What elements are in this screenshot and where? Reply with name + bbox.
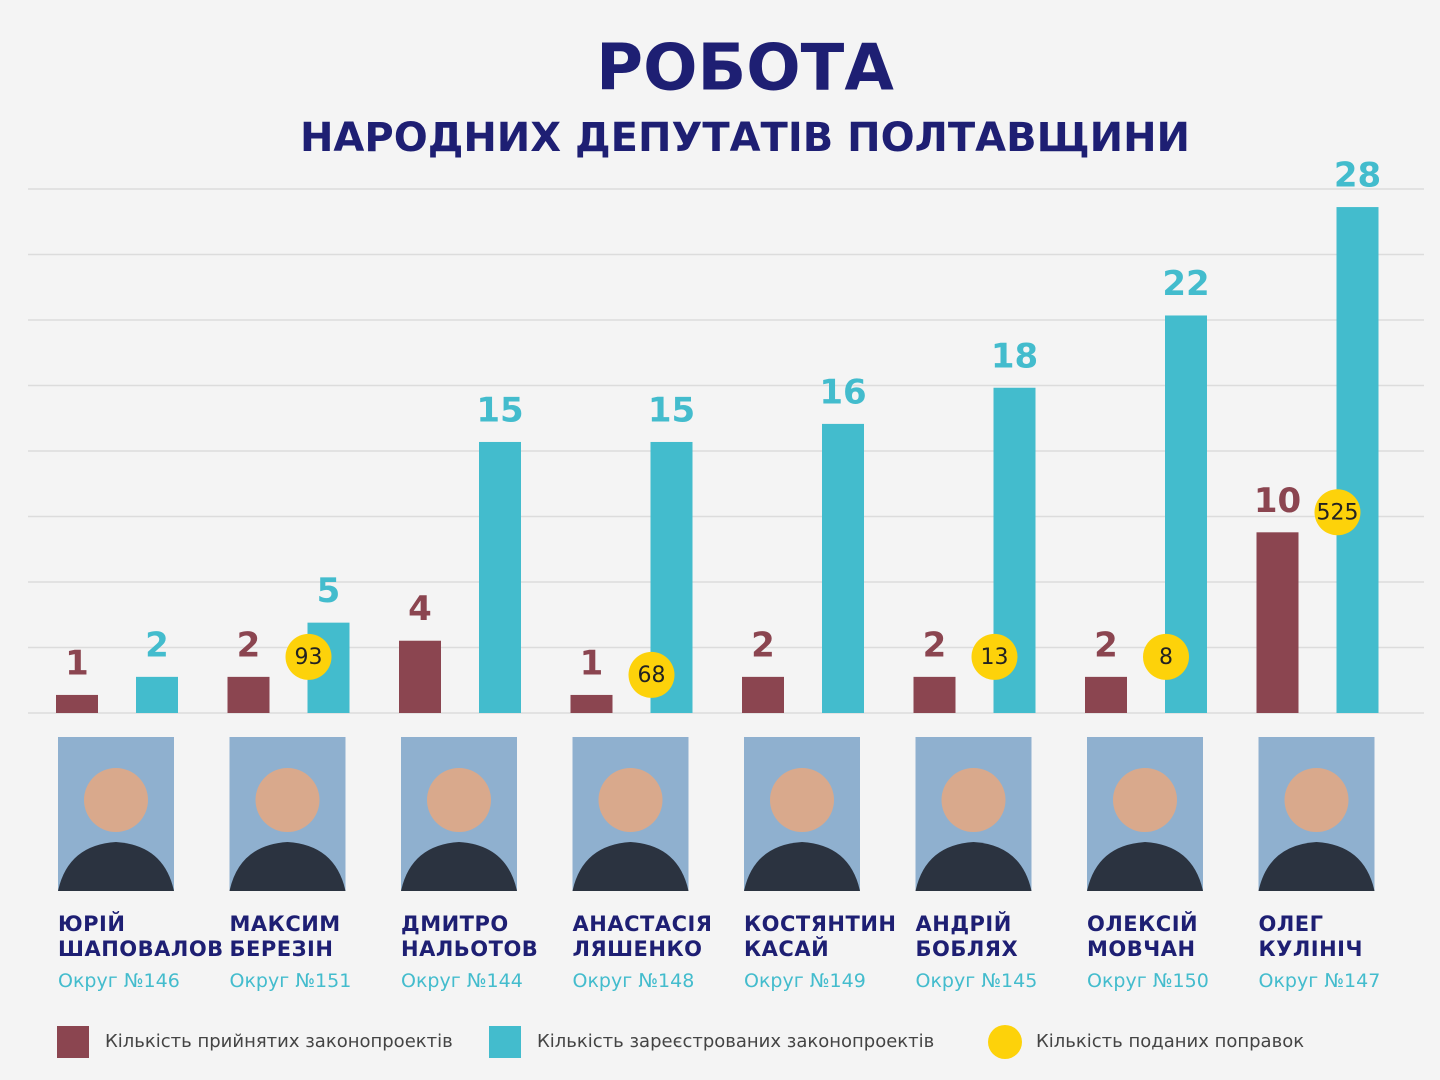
photo-head <box>770 768 834 832</box>
deputy-name: АНДРІЙ БОБЛЯХ <box>915 912 1019 961</box>
district: Округ №151 <box>229 970 352 992</box>
district: Округ №145 <box>915 970 1038 992</box>
legend-swatch <box>988 1025 1022 1059</box>
photo-body <box>1258 842 1375 891</box>
value-label: 2 <box>751 625 775 665</box>
value-label: 1 <box>580 643 604 683</box>
bar <box>1085 676 1127 713</box>
photo-head <box>1284 768 1349 832</box>
photo-head <box>84 768 148 832</box>
photo-head <box>941 768 1006 832</box>
legend-label: Кількість прийнятих законопроектів <box>105 1031 453 1052</box>
value-label: 16 <box>819 372 866 412</box>
value-label: 2 <box>923 625 947 665</box>
photo-body <box>1087 842 1203 891</box>
bar <box>742 676 784 713</box>
district: Округ №148 <box>572 970 695 992</box>
bar <box>1336 207 1379 713</box>
district: Округ №150 <box>1087 970 1209 992</box>
photo-head <box>598 768 663 832</box>
value-label: 5 <box>317 571 341 611</box>
amendment-label: 68 <box>638 663 666 688</box>
value-label: 10 <box>1254 481 1301 521</box>
amendment-bubble <box>1143 633 1189 680</box>
deputy-name: ОЛЕКСІЙ МОВЧАН <box>1087 912 1199 961</box>
deputy-name: ОЛЕГ КУЛІНІЧ <box>1258 912 1363 961</box>
chart-subtitle: НАРОДНИХ ДЕПУТАТІВ ПОЛТАВЩИНИ <box>300 115 1190 161</box>
value-label: 2 <box>237 625 261 665</box>
district: Округ №144 <box>401 970 523 992</box>
deputy-name: ЮРІЙ ШАПОВАЛОВ <box>58 912 224 961</box>
bar <box>136 676 178 713</box>
photo-body <box>401 842 517 891</box>
bar <box>56 694 98 713</box>
value-label: 4 <box>408 589 432 629</box>
district: Округ №147 <box>1258 970 1381 992</box>
photo-body <box>915 842 1032 891</box>
deputy-name: ДМИТРО НАЛЬОТОВ <box>401 912 539 961</box>
amendment-label: 13 <box>981 645 1009 670</box>
value-label: 2 <box>145 625 169 665</box>
bar <box>227 676 270 713</box>
amendment-label: 93 <box>295 645 323 670</box>
amendment-bubble <box>1314 489 1361 536</box>
photo-body <box>58 842 174 891</box>
amendment-bubble <box>628 651 675 698</box>
chart-title: РОБОТА <box>596 32 894 106</box>
legend-swatch <box>57 1026 89 1058</box>
value-label: 28 <box>1334 156 1381 196</box>
legend-swatch <box>489 1026 521 1058</box>
value-label: 15 <box>476 390 523 430</box>
value-label: 22 <box>1162 264 1209 304</box>
deputy-name: МАКСИМ БЕРЕЗІН <box>229 912 341 961</box>
deputy-name: КОСТЯНТИН КАСАЙ <box>744 912 897 961</box>
district: Округ №149 <box>744 970 866 992</box>
bar <box>822 423 864 713</box>
photo-head <box>1113 768 1177 832</box>
amendment-label: 8 <box>1159 645 1173 670</box>
bar <box>913 676 956 713</box>
legend-label: Кількість зареєстрованих законопроектів <box>537 1031 935 1052</box>
photo-body <box>229 842 346 891</box>
bar <box>399 640 441 713</box>
amendment-bubble <box>971 633 1018 680</box>
legend-label: Кількість поданих поправок <box>1036 1031 1305 1052</box>
photo-head <box>255 768 320 832</box>
amendment-label: 525 <box>1317 500 1359 525</box>
amendment-bubble <box>285 633 332 680</box>
photo-head <box>427 768 491 832</box>
value-label: 15 <box>648 390 695 430</box>
value-label: 1 <box>65 643 89 683</box>
district: Округ №146 <box>58 970 180 992</box>
value-label: 2 <box>1094 625 1118 665</box>
deputy-name: АНАСТАСІЯ ЛЯШЕНКО <box>572 912 713 961</box>
photo-body <box>572 842 689 891</box>
value-label: 18 <box>991 336 1038 376</box>
photo-body <box>744 842 860 891</box>
bar <box>570 694 613 713</box>
bar <box>479 441 521 713</box>
bar <box>1256 532 1299 713</box>
